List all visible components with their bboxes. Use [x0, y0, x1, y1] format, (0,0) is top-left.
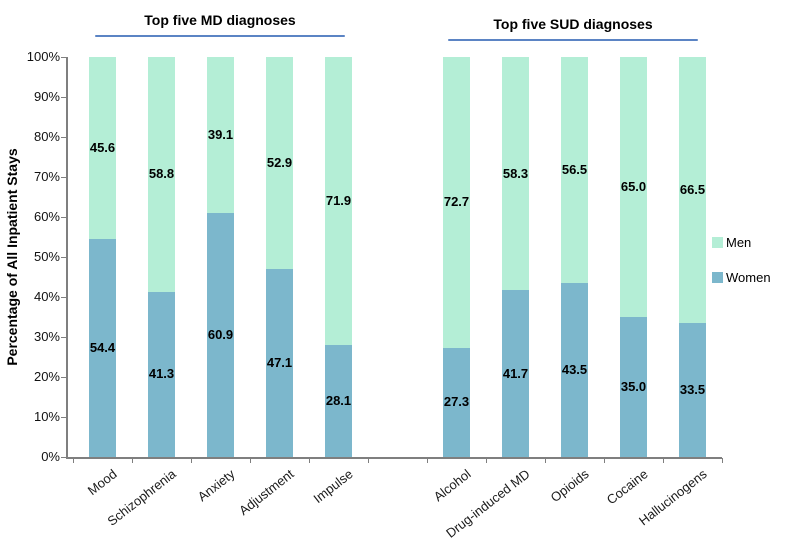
bar-men-drug-induced-md: [502, 57, 529, 291]
y-tick-label: 60%: [33, 209, 60, 224]
value-label-men: 39.1: [207, 127, 234, 143]
value-label-men: 52.9: [266, 154, 293, 170]
y-tick-mark: [61, 456, 67, 458]
bar-men-adjustment: [266, 57, 293, 269]
y-tick-label: 10%: [33, 409, 60, 424]
x-tick-mark: [368, 458, 369, 463]
x-tick-mark: [604, 458, 605, 463]
x-tick-mark: [722, 458, 723, 463]
value-label-women: 28.1: [325, 392, 352, 408]
bar-men-schizophrenia: [148, 56, 175, 292]
bar-women-mood: [89, 239, 116, 457]
group-header-md-underline: [95, 35, 345, 37]
legend-item-men: Men: [712, 236, 751, 249]
value-label-men: 65.0: [620, 179, 647, 194]
x-tick-mark: [73, 458, 74, 463]
bar-women-impulse: [325, 344, 352, 457]
bar-men-impulse: [325, 57, 352, 345]
legend-men-swatch: [712, 237, 723, 248]
y-tick-label: 0%: [41, 449, 60, 464]
bar-men-anxiety: [207, 57, 234, 214]
legend-men-label: Men: [726, 235, 752, 250]
bar-men-opioids: [561, 57, 588, 283]
bar-women-alcohol: [443, 347, 470, 457]
y-tick-label: 80%: [33, 129, 60, 144]
legend-women-swatch: [712, 272, 723, 283]
value-label-women: 47.1: [266, 354, 293, 370]
group-header-sud: Top five SUD diagnoses: [493, 16, 653, 32]
legend-women-label: Women: [726, 270, 771, 285]
x-tick-mark: [427, 458, 428, 463]
x-axis-line: [66, 457, 722, 459]
bar-men-cocaine: [620, 57, 647, 317]
y-axis-line: [66, 57, 68, 458]
bar-women-schizophrenia: [148, 291, 175, 457]
group-header-sud-underline: [448, 39, 698, 41]
y-tick-mark: [61, 136, 67, 138]
value-label-women: 27.3: [443, 394, 470, 410]
bar-women-cocaine: [620, 317, 647, 457]
y-tick-mark: [61, 216, 67, 218]
x-tick-mark: [486, 458, 487, 463]
value-label-men: 71.9: [325, 192, 352, 208]
value-label-women: 60.9: [207, 327, 234, 343]
x-tick-mark: [250, 458, 251, 463]
y-tick-mark: [61, 56, 67, 58]
bar-women-adjustment: [266, 268, 293, 457]
bar-men-mood: [89, 57, 116, 240]
value-label-men: 66.5: [679, 182, 706, 197]
x-tick-mark: [663, 458, 664, 463]
bar-men-hallucinogens: [679, 57, 706, 323]
category-label: Mood: [84, 466, 120, 499]
y-tick-mark: [61, 256, 67, 258]
y-tick-label: 90%: [33, 89, 60, 104]
x-tick-mark: [545, 458, 546, 463]
y-tick-mark: [61, 336, 67, 338]
x-tick-mark: [309, 458, 310, 463]
y-tick-mark: [61, 176, 67, 178]
value-label-women: 54.4: [89, 340, 116, 356]
y-tick-mark: [61, 296, 67, 298]
y-tick-label: 50%: [33, 249, 60, 264]
bar-women-opioids: [561, 283, 588, 457]
y-tick-mark: [61, 376, 67, 378]
value-label-women: 35.0: [620, 379, 647, 394]
y-tick-label: 20%: [33, 369, 60, 384]
bar-women-hallucinogens: [679, 323, 706, 457]
value-label-men: 56.5: [561, 162, 588, 177]
value-label-men: 45.6: [89, 140, 116, 156]
value-label-women: 41.7: [502, 365, 529, 381]
y-tick-label: 40%: [33, 289, 60, 304]
x-tick-mark: [191, 458, 192, 463]
category-label: Alcohol: [430, 466, 474, 505]
value-label-men: 58.3: [502, 165, 529, 181]
y-tick-mark: [61, 96, 67, 98]
bar-women-drug-induced-md: [502, 290, 529, 457]
bar-women-anxiety: [207, 213, 234, 457]
value-label-men: 58.8: [148, 166, 175, 182]
bar-men-alcohol: [443, 57, 470, 348]
y-tick-label: 100%: [26, 49, 60, 64]
value-label-women: 33.5: [679, 382, 706, 397]
value-label-women: 41.3: [148, 366, 175, 382]
value-label-men: 72.7: [443, 194, 470, 210]
value-label-women: 43.5: [561, 362, 588, 377]
legend-item-women: Women: [712, 271, 771, 284]
x-tick-mark: [132, 458, 133, 463]
y-tick-label: 70%: [33, 169, 60, 184]
group-header-md: Top five MD diagnoses: [144, 12, 296, 28]
y-tick-label: 30%: [33, 329, 60, 344]
y-tick-mark: [61, 416, 67, 418]
